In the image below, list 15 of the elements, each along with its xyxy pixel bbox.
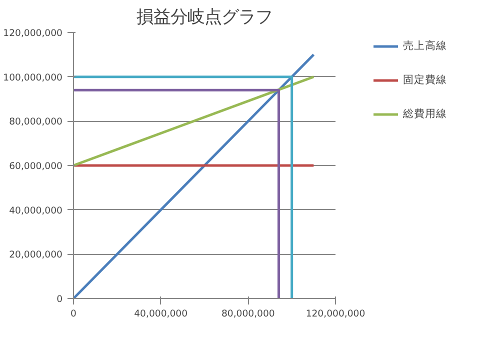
legend-label: 総費用線 — [403, 107, 447, 121]
y-tick-label: 100,000,000 — [3, 72, 63, 84]
y-tick-label: 60,000,000 — [9, 161, 63, 172]
legend-label: 売上高線 — [403, 39, 447, 53]
y-tick-label: 0 — [56, 294, 63, 305]
y-tick-label: 40,000,000 — [9, 205, 63, 216]
y-tick-label: 20,000,000 — [9, 250, 63, 261]
x-tick-label: 80,000,000 — [221, 308, 275, 320]
y-tick-label: 80,000,000 — [9, 116, 63, 128]
x-tick-label: 0 — [70, 308, 77, 320]
legend-label: 固定費線 — [403, 73, 447, 87]
y-tick-label: 120,000,000 — [3, 28, 63, 39]
chart-title: 損益分岐点グラフ — [136, 8, 272, 28]
x-tick-label: 40,000,000 — [134, 308, 188, 320]
x-tick-label: 120,000,000 — [306, 308, 366, 320]
